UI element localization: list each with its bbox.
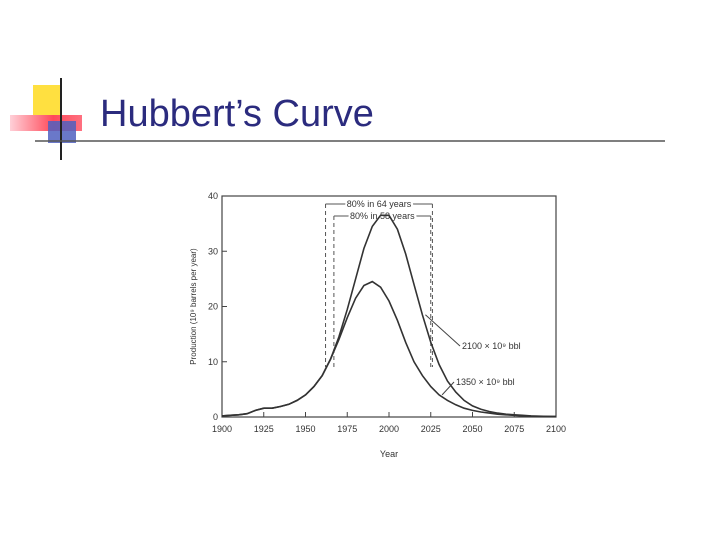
x-tick-label: 2000 (379, 424, 399, 434)
series-line (221, 280, 557, 418)
x-tick-label: 2025 (421, 424, 441, 434)
y-tick-label: 40 (208, 191, 218, 201)
y-tick-label: 30 (208, 246, 218, 256)
y-axis-label: Production (10⁹ barrels per year) (189, 248, 198, 365)
span-label: 80% in 64 years (347, 199, 412, 209)
x-tick-label: 1950 (295, 424, 315, 434)
legend-label: 1350 × 10⁹ bbl (456, 377, 515, 387)
slide-title: Hubbert’s Curve (100, 93, 374, 135)
y-tick-label: 0 (213, 412, 218, 422)
x-tick-label: 2050 (462, 424, 482, 434)
label-leader (441, 381, 455, 396)
chart: 0 10 20 30 40 1900 1925 1950 1975 2000 2025 2050 207… (189, 191, 566, 459)
x-tick-label: 1925 (254, 424, 274, 434)
x-axis-label: Year (380, 449, 398, 459)
deco-yellow (33, 85, 61, 117)
x-tick-label: 1900 (212, 424, 232, 434)
y-tick-label: 20 (208, 302, 218, 312)
x-tick-label: 1975 (337, 424, 357, 434)
legend-label: 2100 × 10⁹ bbl (462, 341, 521, 351)
label-leader (425, 314, 461, 347)
x-tick-label: 2075 (504, 424, 524, 434)
x-tick-label: 2100 (546, 424, 566, 434)
y-tick-label: 10 (208, 357, 218, 367)
